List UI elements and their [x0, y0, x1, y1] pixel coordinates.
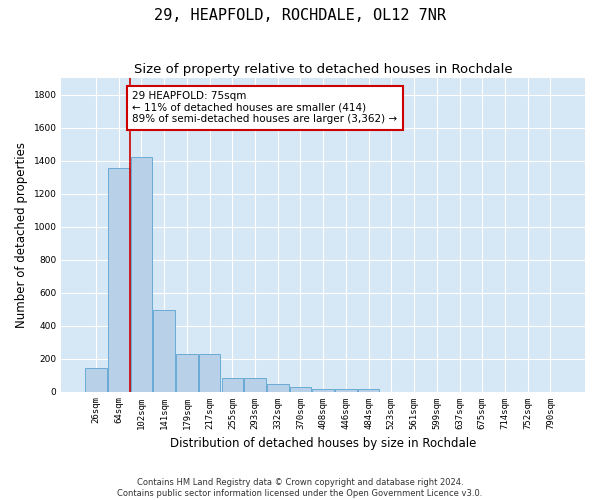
- Bar: [313, 388, 334, 392]
- Text: 29, HEAPFOLD, ROCHDALE, OL12 7NR: 29, HEAPFOLD, ROCHDALE, OL12 7NR: [154, 8, 446, 22]
- X-axis label: Distribution of detached houses by size in Rochdale: Distribution of detached houses by size …: [170, 437, 476, 450]
- Bar: [358, 390, 379, 392]
- Bar: [244, 378, 266, 392]
- Bar: [335, 389, 357, 392]
- Bar: [221, 378, 243, 392]
- Bar: [267, 384, 289, 392]
- Bar: [199, 354, 220, 392]
- Bar: [154, 310, 175, 392]
- Bar: [176, 354, 197, 392]
- Bar: [85, 368, 107, 392]
- Y-axis label: Number of detached properties: Number of detached properties: [15, 142, 28, 328]
- Title: Size of property relative to detached houses in Rochdale: Size of property relative to detached ho…: [134, 62, 512, 76]
- Bar: [108, 168, 130, 392]
- Text: Contains HM Land Registry data © Crown copyright and database right 2024.
Contai: Contains HM Land Registry data © Crown c…: [118, 478, 482, 498]
- Bar: [290, 386, 311, 392]
- Text: 29 HEAPFOLD: 75sqm
← 11% of detached houses are smaller (414)
89% of semi-detach: 29 HEAPFOLD: 75sqm ← 11% of detached hou…: [133, 92, 397, 124]
- Bar: [131, 158, 152, 392]
